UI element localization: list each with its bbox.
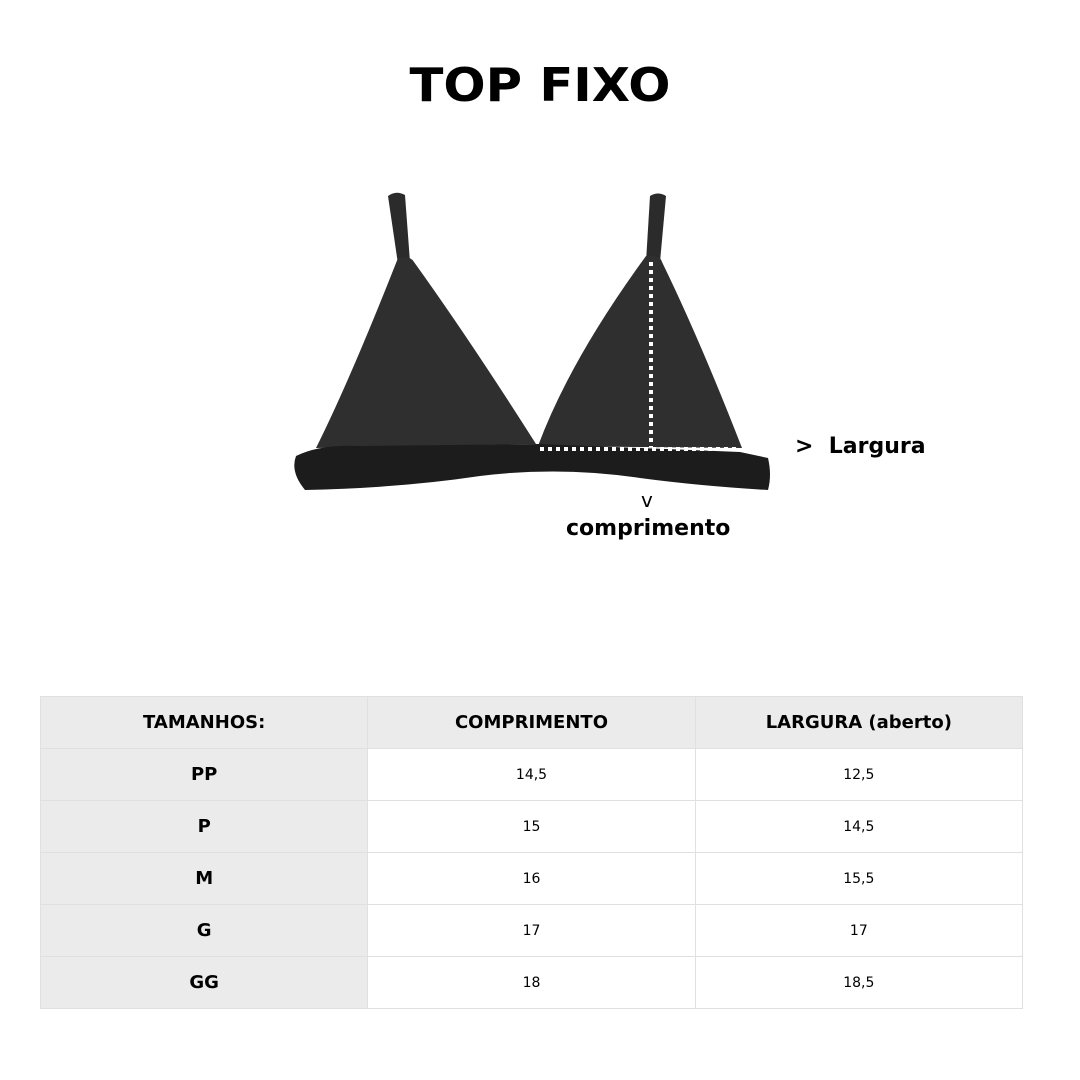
table-row: M 16 15,5 (39, 852, 1024, 905)
table-row: P 15 14,5 (39, 800, 1024, 853)
down-arrow-icon: v (641, 488, 653, 512)
size-cell: PP (39, 748, 369, 801)
band (294, 444, 770, 490)
length-cell: 18 (367, 956, 696, 1009)
length-cell: 15 (367, 800, 696, 853)
length-label: comprimento (566, 516, 731, 541)
header-sizes: TAMANHOS: (39, 696, 369, 749)
length-cell: 16 (367, 852, 696, 905)
left-strap (388, 192, 410, 264)
header-length: COMPRIMENTO (367, 696, 696, 749)
bikini-top-illustration (294, 192, 770, 490)
length-cell: 17 (367, 904, 696, 957)
table-header-row: TAMANHOS: COMPRIMENTO LARGURA (aberto) (39, 696, 1024, 749)
size-cell: P (39, 800, 369, 853)
table-row: G 17 17 (39, 904, 1024, 957)
left-cup (316, 257, 536, 448)
header-width: LARGURA (aberto) (694, 696, 1024, 749)
width-cell: 12,5 (694, 748, 1024, 801)
page-title: TOP FIXO (409, 58, 671, 112)
table-row: PP 14,5 12,5 (39, 748, 1024, 801)
size-table: TAMANHOS: COMPRIMENTO LARGURA (aberto) P… (39, 696, 1024, 1009)
size-cell: GG (39, 956, 369, 1009)
width-cell: 18,5 (694, 956, 1024, 1009)
width-cell: 17 (694, 904, 1024, 957)
size-cell: M (39, 852, 369, 905)
width-label: > Largura (795, 434, 926, 459)
right-cup (538, 255, 742, 448)
size-cell: G (39, 904, 369, 957)
right-strap (646, 193, 666, 262)
table-row: GG 18 18,5 (39, 956, 1024, 1009)
width-cell: 15,5 (694, 852, 1024, 905)
width-cell: 14,5 (694, 800, 1024, 853)
length-cell: 14,5 (367, 748, 696, 801)
